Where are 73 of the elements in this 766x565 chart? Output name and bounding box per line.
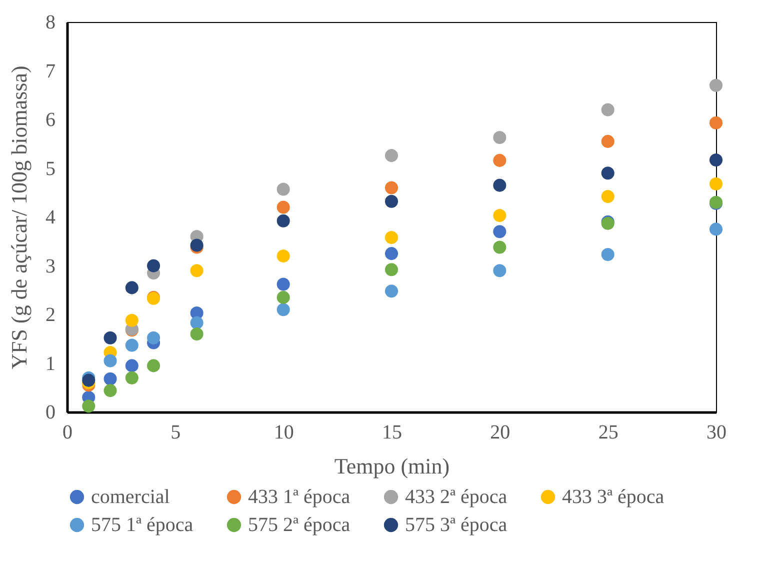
point xyxy=(384,181,398,194)
point xyxy=(709,153,723,166)
y-tick-label: 8 xyxy=(46,12,56,34)
point xyxy=(104,331,117,344)
y-tick-label: 6 xyxy=(46,109,56,131)
y-tick-label: 3 xyxy=(46,255,56,278)
x-tick-label: 0 xyxy=(62,422,72,444)
y-tick-label: 1 xyxy=(46,352,56,375)
y-tick-label: 4 xyxy=(46,206,56,228)
point xyxy=(384,149,398,162)
point xyxy=(147,331,160,344)
point xyxy=(493,209,506,222)
x-tick-label: 15 xyxy=(382,422,402,444)
point xyxy=(601,190,614,204)
y-tick-label: 2 xyxy=(46,304,56,326)
x-tick-label: 10 xyxy=(274,422,294,444)
point xyxy=(190,316,204,330)
x-tick-label: 25 xyxy=(598,422,618,444)
point xyxy=(493,154,506,167)
point xyxy=(493,178,506,192)
point xyxy=(709,78,723,92)
point xyxy=(601,103,614,116)
point xyxy=(493,240,506,254)
point xyxy=(709,222,723,236)
point xyxy=(384,263,398,276)
point xyxy=(384,194,398,208)
y-tick-label: 0 xyxy=(46,402,56,424)
point xyxy=(125,338,138,352)
y-tick-label: 7 xyxy=(46,60,56,82)
x-axis-title: Tempo (min) xyxy=(334,454,450,478)
point xyxy=(493,225,506,238)
point xyxy=(190,327,204,341)
point xyxy=(601,166,614,180)
x-tick-label: 30 xyxy=(706,422,726,444)
point xyxy=(384,284,398,298)
point xyxy=(276,249,290,263)
point xyxy=(147,259,160,272)
point xyxy=(601,248,614,262)
legend-label: 575 2ª época xyxy=(248,514,350,536)
point xyxy=(147,359,160,372)
point xyxy=(125,314,138,327)
point xyxy=(276,278,290,291)
point xyxy=(709,116,723,130)
point xyxy=(276,290,290,304)
point xyxy=(82,374,96,387)
point xyxy=(104,354,117,368)
y-tick-label: 5 xyxy=(46,158,56,180)
legend-label: 575 3ª época xyxy=(405,514,508,536)
legend-label: 433 1ª época xyxy=(248,486,350,508)
point xyxy=(493,131,506,144)
point xyxy=(709,177,723,190)
legend-label: 433 2ª época xyxy=(405,486,508,508)
legend-label: 575 1ª época xyxy=(91,514,194,536)
point xyxy=(384,230,398,244)
point xyxy=(276,303,290,316)
point xyxy=(82,400,96,413)
point xyxy=(276,200,290,214)
point xyxy=(276,214,290,228)
legend-label: comercial xyxy=(91,486,170,508)
point xyxy=(190,264,204,278)
point xyxy=(601,134,614,148)
y-axis-title: YFS (g de açúcar/ 100g biomassa) xyxy=(6,66,32,370)
point xyxy=(125,371,138,384)
point xyxy=(104,372,117,386)
point xyxy=(104,384,117,398)
point xyxy=(384,247,398,260)
point xyxy=(125,281,138,294)
point xyxy=(276,182,290,196)
x-tick-label: 20 xyxy=(490,422,510,444)
point xyxy=(125,359,138,372)
x-tick-label: 5 xyxy=(170,422,181,444)
point xyxy=(493,264,506,278)
legend-label: 433 3ª época xyxy=(562,486,664,508)
